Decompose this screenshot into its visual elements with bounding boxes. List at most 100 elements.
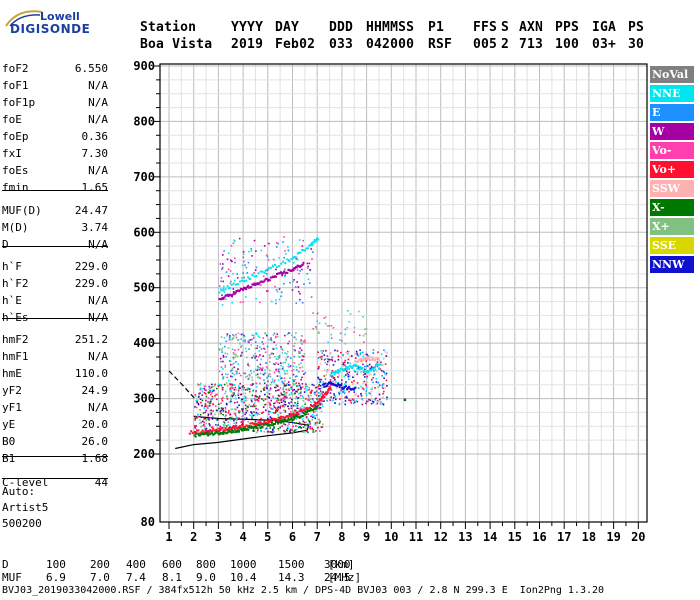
trace-point [303, 413, 306, 416]
echo-point [311, 414, 314, 416]
echo-point [227, 347, 230, 349]
row-value: 7.4 [126, 571, 146, 584]
echo-point [234, 261, 236, 264]
echo-point [233, 419, 235, 422]
trace-point [196, 432, 199, 435]
trace-point [241, 279, 243, 282]
echo-point [287, 363, 290, 366]
echo-point [319, 384, 322, 387]
trace-point [233, 426, 236, 429]
echo-point [240, 333, 243, 336]
trace-point [207, 434, 210, 437]
echo-point [299, 292, 301, 295]
echo-point [283, 370, 286, 372]
echo-point [292, 379, 294, 382]
echo-point [277, 409, 279, 411]
echo-point [269, 416, 272, 418]
param-row: h`Es N/A [2, 309, 108, 326]
echo-point [214, 383, 216, 386]
echo-point [344, 342, 347, 345]
trace-point [281, 418, 284, 421]
echo-point [319, 392, 322, 395]
trace-point [292, 256, 295, 259]
echo-point [370, 365, 373, 368]
echo-point [294, 286, 297, 288]
hdr-label-s: S [501, 20, 510, 35]
trace-point [228, 428, 231, 431]
echo-point [267, 417, 269, 420]
echo-point [241, 415, 243, 418]
echo-point [228, 337, 231, 339]
echo-point [323, 354, 326, 356]
logo-line1: Lowell [40, 10, 80, 23]
echo-point [197, 413, 199, 416]
echo-point [283, 377, 286, 379]
digisonde-logo: Lowell DIGISONDE [4, 6, 96, 40]
echo-point [363, 354, 365, 356]
echo-point [284, 380, 286, 382]
echo-point [356, 382, 359, 384]
echo-point [225, 373, 227, 375]
grid-lines [160, 64, 647, 523]
echo-point [323, 369, 326, 371]
echo-point [332, 364, 335, 366]
echo-point [220, 402, 222, 405]
echo-point [245, 417, 248, 419]
echo-point [226, 396, 229, 398]
trace-point [321, 396, 324, 399]
echo-point [319, 394, 321, 396]
param-value: 229.0 [74, 260, 108, 273]
trace-point [219, 431, 222, 434]
trace-point [226, 431, 229, 434]
echo-point [315, 410, 317, 412]
echo-point [313, 411, 315, 414]
echo-point [236, 339, 239, 341]
echo-point [248, 388, 251, 390]
echo-point [332, 397, 335, 399]
echo-point [358, 310, 360, 313]
echo-point [259, 363, 262, 366]
echo-point [290, 386, 293, 388]
echo-point [299, 367, 301, 369]
trace-point [230, 431, 233, 434]
echo-point [239, 387, 241, 389]
trace-point [191, 432, 194, 435]
echo-point [222, 356, 225, 358]
echo-point [298, 239, 301, 241]
trace-point [313, 404, 316, 407]
echo-point [386, 352, 388, 354]
echo-point [221, 304, 224, 306]
echo-point [232, 334, 234, 336]
echo-point [251, 357, 253, 359]
trace-point [298, 251, 301, 254]
echo-point [210, 409, 212, 412]
echo-point [241, 388, 243, 391]
trace-point [366, 369, 369, 372]
trace-point [262, 280, 265, 283]
echo-point [204, 405, 206, 408]
trace-point [309, 409, 311, 412]
echo-point [246, 406, 249, 409]
polarization-legend: NoVal NNE E W Vo- Vo+ SSW X- X+ SSE NNW [650, 66, 694, 275]
echo-point [286, 396, 288, 399]
echo-point [250, 411, 253, 413]
echo-point [254, 356, 257, 359]
echo-point [325, 316, 327, 318]
echo-point [243, 260, 245, 263]
echo-point [273, 405, 275, 407]
echo-point [228, 338, 231, 341]
echo-point [293, 362, 296, 364]
echo-point [306, 273, 309, 275]
trace-point [363, 356, 366, 359]
trace-point [247, 276, 250, 279]
echo-point [270, 417, 273, 419]
echo-point [205, 405, 207, 408]
echo-point [282, 388, 284, 391]
echo-point [368, 355, 371, 357]
trace-point [243, 280, 246, 283]
echo-point [316, 320, 318, 322]
echo-point [276, 246, 278, 248]
echo-point [291, 369, 293, 372]
trace-point [378, 363, 381, 366]
echo-point [302, 420, 304, 423]
